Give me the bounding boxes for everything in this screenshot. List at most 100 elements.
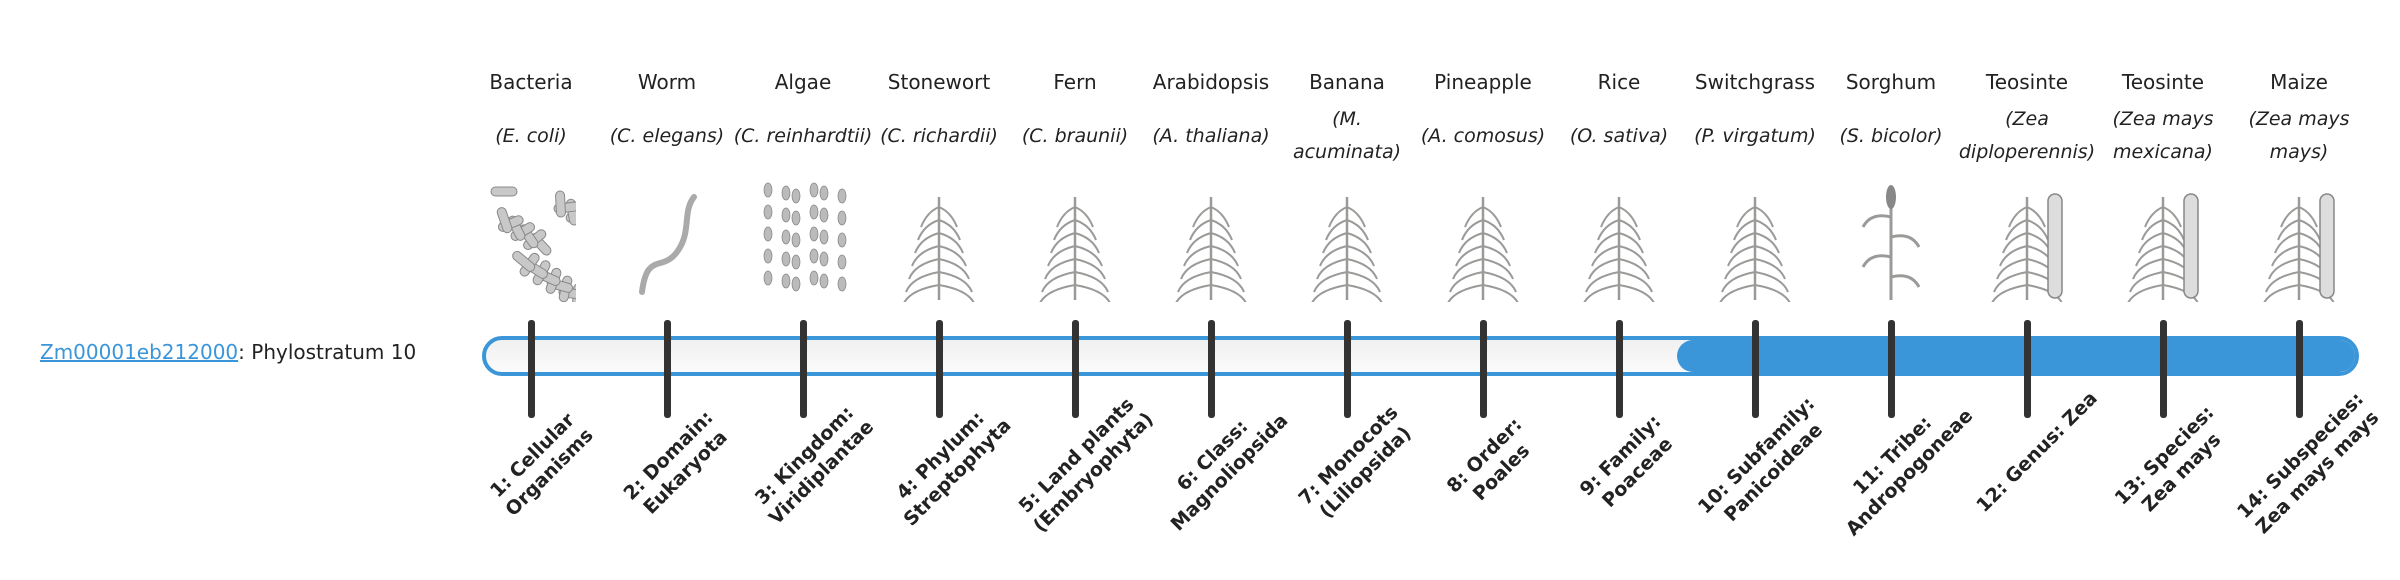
organism-common-name: Arabidopsis	[1152, 70, 1270, 94]
organism-scientific-name: (A. thaliana)	[1141, 102, 1281, 170]
gene-id-link[interactable]: Zm00001eb212000	[40, 340, 239, 364]
taxonomic-rank-label: 10: Subfamily: Panicoideae	[1693, 392, 1827, 526]
organism-scientific-name: (A. comosus)	[1413, 102, 1553, 170]
rice-icon	[1582, 197, 1656, 306]
organism-common-name: Switchgrass	[1694, 70, 1816, 94]
scientific-name-text: (M. acuminata)	[1292, 108, 1402, 163]
organism-common-name: Banana	[1309, 70, 1385, 94]
taxonomic-rank-label: 8: Order: Poales	[1442, 413, 1535, 506]
rank-tick	[1208, 320, 1215, 418]
scientific-name-text: (S. bicolor)	[1839, 124, 1943, 147]
taxonomic-rank-label: 11: Tribe: Andropogoneae	[1841, 404, 1978, 541]
organism-common-name: Algae	[774, 70, 832, 94]
taxonomic-rank-label: 4: Phylum: Streptophyta	[892, 407, 1016, 531]
rank-tick	[664, 320, 671, 418]
taxonomic-rank-label: 1: Cellular Organisms	[486, 409, 598, 521]
rank-tick	[2160, 320, 2167, 418]
pineapple-icon	[1446, 197, 1520, 306]
banana-plant-icon	[1310, 197, 1384, 306]
fern-icon	[1038, 197, 1112, 306]
taxonomic-rank-label: 6: Class: Magnoliopsida	[1166, 409, 1293, 536]
phylostratum-bar-fill	[1677, 340, 2355, 372]
organism-common-name: Worm	[637, 70, 697, 94]
rank-tick	[1072, 320, 1079, 418]
switchgrass-icon	[1718, 197, 1792, 306]
scientific-name-text: (C. braunii)	[1021, 124, 1129, 147]
organism-column: Teosinte (Zea diploperennis)	[1957, 62, 2097, 306]
organism-common-name: Pineapple	[1434, 70, 1532, 94]
organism-scientific-name: (P. virgatum)	[1685, 102, 1825, 170]
taxonomic-rank-label: 2: Domain: Eukaryota	[619, 406, 732, 519]
scientific-name-text: (Zea mays mays)	[2248, 108, 2350, 163]
organism-scientific-name: (C. reinhardtii)	[733, 102, 873, 170]
organism-column: Stonewort (C. richardii)	[869, 62, 1009, 306]
sorghum-icon	[1861, 185, 1921, 300]
rank-tick	[1344, 320, 1351, 418]
taxonomic-rank-label: 5: Land plants (Embryophyta)	[1014, 393, 1158, 537]
scientific-name-text: (C. richardii)	[880, 124, 998, 147]
phylostratum-text: Phylostratum 10	[244, 340, 417, 364]
rank-tick	[1480, 320, 1487, 418]
rank-tick	[1752, 320, 1759, 418]
organism-scientific-name: (Zea mays mays)	[2229, 102, 2369, 170]
bacteria-icon	[490, 186, 593, 311]
organism-scientific-name: (Zea mays mexicana)	[2093, 102, 2233, 170]
organism-common-name: Rice	[1597, 70, 1641, 94]
taxonomic-rank-label: 7: Monocots (Liliopsida)	[1294, 401, 1416, 523]
organism-common-name: Sorghum	[1845, 70, 1937, 94]
scientific-name-text: (C. elegans)	[609, 124, 725, 147]
scientific-name-text: (E. coli)	[495, 124, 567, 147]
maize-icon	[2262, 193, 2336, 306]
organism-column: Pineapple (A. comosus)	[1413, 62, 1553, 306]
organism-column: Bacteria (E. coli)	[461, 62, 601, 311]
organism-column: Switchgrass (P. virgatum)	[1685, 62, 1825, 306]
organism-scientific-name: (C. elegans)	[597, 102, 737, 170]
rank-tick	[936, 320, 943, 418]
rank-tick	[800, 320, 807, 418]
taxonomic-rank-label: 3: Kingdom: Viridiplantae	[750, 401, 879, 530]
rank-tick	[2024, 320, 2031, 418]
scientific-name-text: (C. reinhardtii)	[733, 124, 873, 147]
worm-icon	[639, 194, 697, 295]
gene-separator: :	[238, 340, 245, 364]
taxonomic-rank-label: 9: Family: Poaceae	[1575, 410, 1677, 512]
rank-tick	[2296, 320, 2303, 418]
teosinte-icon	[1990, 193, 2064, 306]
organism-scientific-name: (S. bicolor)	[1821, 102, 1961, 170]
organism-scientific-name: (C. richardii)	[869, 102, 1009, 170]
taxonomic-rank-label: 14: Subspecies: Zea mays mays	[2233, 388, 2384, 539]
organism-common-name: Teosinte	[1985, 70, 2069, 94]
organism-common-name: Teosinte	[2121, 70, 2205, 94]
organism-column: Banana (M. acuminata)	[1277, 62, 1417, 306]
organism-column: Fern (C. braunii)	[1005, 62, 1145, 306]
organism-scientific-name: (C. braunii)	[1005, 102, 1145, 170]
organism-column: Teosinte (Zea mays mexicana)	[2093, 62, 2233, 306]
organism-column: Rice (O. sativa)	[1549, 62, 1689, 306]
organism-scientific-name: (Zea diploperennis)	[1957, 102, 2097, 170]
teosinte-mexicana-icon	[2126, 193, 2200, 306]
phylostratum-bar	[482, 336, 2359, 376]
organism-column: Maize (Zea mays mays)	[2229, 62, 2369, 306]
scientific-name-text: (Zea diploperennis)	[1958, 108, 2096, 163]
organism-scientific-name: (O. sativa)	[1549, 102, 1689, 170]
scientific-name-text: (A. thaliana)	[1152, 124, 1270, 147]
scientific-name-text: (Zea mays mexicana)	[2112, 108, 2214, 163]
taxonomic-rank-label: 12: Genus: Zea	[1972, 387, 2102, 517]
organism-common-name: Fern	[1053, 70, 1097, 94]
arabidopsis-icon	[1174, 197, 1248, 306]
organism-column: Arabidopsis (A. thaliana)	[1141, 62, 1281, 306]
gene-label: Zm00001eb212000: Phylostratum 10	[40, 340, 416, 364]
scientific-name-text: (A. comosus)	[1420, 124, 1546, 147]
organism-scientific-name: (M. acuminata)	[1277, 102, 1417, 170]
organism-common-name: Stonewort	[887, 70, 991, 94]
organism-common-name: Maize	[2270, 70, 2328, 94]
taxonomic-rank-label: 13: Species: Zea mays	[2110, 401, 2226, 517]
rank-tick	[1888, 320, 1895, 418]
rank-tick	[1616, 320, 1623, 418]
scientific-name-text: (O. sativa)	[1569, 124, 1669, 147]
algae-icon	[763, 182, 847, 292]
stonewort-icon	[902, 197, 976, 306]
scientific-name-text: (P. virgatum)	[1694, 124, 1816, 147]
organism-column: Algae (C. reinhardtii)	[733, 62, 873, 306]
organism-common-name: Bacteria	[489, 70, 573, 94]
